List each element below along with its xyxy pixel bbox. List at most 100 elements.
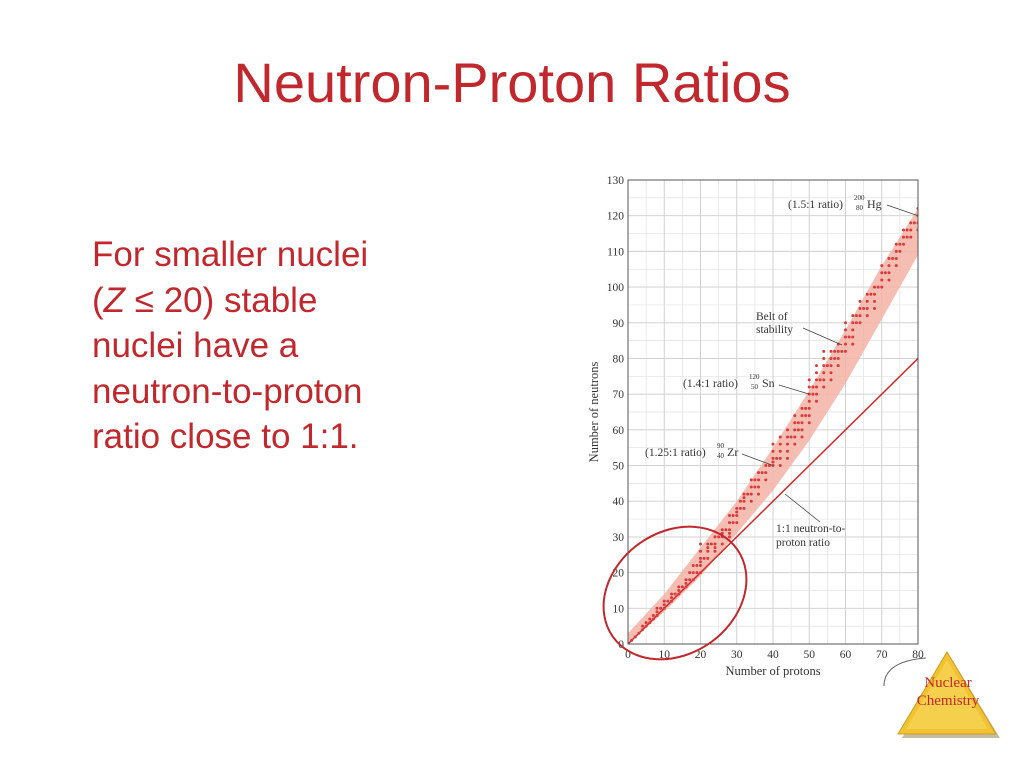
body-text: For smaller nuclei (Z ≤ 20) stable nucle… — [92, 232, 472, 460]
annotation-sn: (1.4:1 ratio) 120 50 Sn — [683, 373, 810, 395]
data-point — [894, 249, 898, 253]
annotation-hg: (1.5:1 ratio) 200 80 Hg — [788, 194, 919, 217]
data-point — [796, 421, 800, 425]
data-point — [909, 221, 913, 225]
data-point — [633, 635, 637, 639]
data-point — [735, 510, 739, 514]
data-point — [912, 221, 916, 225]
data-point — [800, 428, 804, 432]
data-point — [865, 306, 869, 310]
data-point — [699, 549, 702, 553]
belt-leader — [802, 327, 843, 346]
data-point — [757, 471, 760, 475]
slide-title: Neutron-Proton Ratios — [233, 51, 791, 114]
data-point — [706, 549, 710, 553]
sn-z: 50 — [751, 383, 759, 391]
data-point — [771, 442, 775, 446]
data-point — [815, 385, 818, 389]
data-point — [800, 414, 804, 418]
data-point — [905, 228, 909, 232]
ref-leader — [784, 493, 821, 523]
zr-mass: 90 — [717, 442, 725, 450]
data-point — [807, 385, 811, 389]
data-point — [662, 606, 666, 610]
data-point — [851, 321, 855, 325]
y-tick-label: 10 — [613, 603, 625, 615]
hg-z: 80 — [856, 204, 864, 212]
hg-symbol: Hg — [867, 197, 882, 211]
zr-z: 40 — [717, 452, 725, 460]
data-point — [829, 371, 833, 375]
badge-hook — [883, 657, 927, 687]
data-point — [854, 314, 858, 318]
data-point — [699, 563, 702, 567]
data-point — [902, 228, 905, 232]
data-point — [811, 392, 815, 396]
data-point — [731, 514, 735, 518]
data-point — [858, 299, 862, 303]
axis-ticks: 0 10 20 30 40 50 60 70 8001020304050607080901001… — [607, 175, 924, 661]
data-point — [720, 528, 724, 532]
data-point — [854, 321, 858, 325]
data-point — [818, 378, 822, 382]
data-point — [862, 306, 866, 310]
sn-ratio: (1.4:1 ratio) — [683, 378, 738, 390]
data-point — [706, 556, 710, 560]
data-point — [873, 306, 876, 310]
data-point — [699, 560, 702, 564]
data-point — [670, 592, 673, 596]
data-point — [742, 496, 746, 500]
zr-symbol: Zr — [727, 445, 738, 459]
data-point — [666, 599, 670, 603]
data-point — [894, 257, 898, 261]
data-point — [833, 356, 837, 360]
annotation-zr: (1.25:1 ratio) 90 40 Zr — [645, 442, 774, 466]
data-point — [651, 617, 655, 621]
data-point — [746, 492, 750, 496]
grid — [627, 179, 919, 645]
y-tick-label: 20 — [613, 568, 625, 580]
data-point — [749, 485, 753, 489]
data-point — [677, 592, 681, 596]
data-point — [807, 399, 811, 403]
data-point — [702, 556, 706, 560]
annotation-ref-line: 1:1 neutron-to- proton ratio — [776, 493, 845, 549]
data-point — [822, 371, 826, 375]
data-point — [789, 435, 793, 439]
data-point — [796, 428, 800, 432]
data-point — [753, 478, 757, 482]
data-point — [851, 328, 855, 332]
body-line-3: nuclei have a — [92, 326, 299, 365]
data-point — [894, 242, 898, 246]
x-tick-label: 70 — [876, 649, 888, 661]
data-point — [807, 378, 811, 382]
data-point — [641, 624, 644, 628]
zr-leader — [741, 453, 774, 466]
data-point — [742, 492, 746, 496]
data-point — [786, 435, 789, 439]
data-point — [807, 421, 811, 425]
data-point — [738, 499, 742, 503]
hg-leader — [886, 204, 919, 217]
data-point — [757, 478, 760, 482]
data-point — [836, 364, 840, 368]
data-point — [844, 342, 847, 346]
z-variable: Z — [103, 280, 126, 320]
data-point — [735, 514, 739, 518]
data-point — [677, 588, 681, 592]
data-point — [778, 435, 782, 439]
data-point — [699, 556, 702, 560]
data-point — [793, 428, 797, 432]
data-point — [786, 456, 789, 460]
data-point — [887, 257, 891, 261]
data-point — [793, 442, 797, 446]
data-point — [894, 264, 898, 268]
data-point — [651, 613, 655, 617]
x-axis-label: Number of protons — [725, 664, 820, 678]
data-point — [728, 521, 731, 525]
data-point — [713, 535, 717, 539]
data-point — [800, 421, 804, 425]
data-point — [778, 456, 782, 460]
data-point — [880, 285, 884, 289]
